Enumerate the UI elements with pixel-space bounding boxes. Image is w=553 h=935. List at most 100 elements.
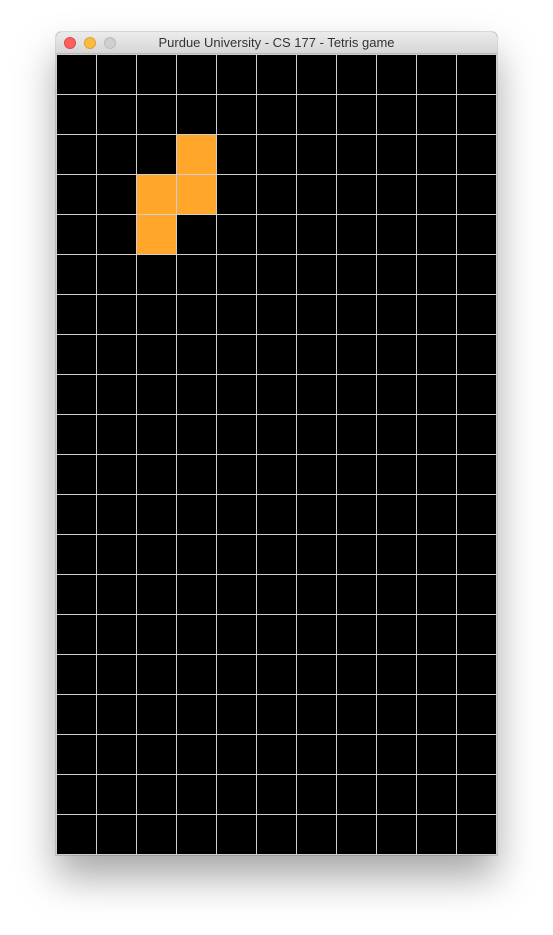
board-cell xyxy=(296,654,337,695)
board-cell xyxy=(296,494,337,535)
board-cell xyxy=(136,614,177,655)
board-cell xyxy=(136,574,177,615)
board-cell xyxy=(96,454,137,495)
board-cell xyxy=(456,254,497,295)
board-cell xyxy=(416,134,457,175)
board-cell xyxy=(456,174,497,215)
close-button[interactable] xyxy=(64,37,76,49)
board-cell xyxy=(256,814,297,855)
board-cell xyxy=(336,774,377,815)
board-cell xyxy=(96,654,137,695)
board-cell xyxy=(416,494,457,535)
board-cell xyxy=(416,454,457,495)
board-cell xyxy=(256,414,297,455)
board-cell xyxy=(56,694,97,735)
board-cell xyxy=(216,734,257,775)
board-cell xyxy=(216,494,257,535)
board-cell xyxy=(56,734,97,775)
board-cell xyxy=(296,54,337,95)
board-cell xyxy=(336,374,377,415)
board-cell xyxy=(176,774,217,815)
board-cell xyxy=(376,214,417,255)
board-cell xyxy=(296,414,337,455)
board-cell xyxy=(56,214,97,255)
board-cell xyxy=(256,534,297,575)
board-cell xyxy=(176,414,217,455)
board-cell xyxy=(216,614,257,655)
board-cell xyxy=(96,214,137,255)
board-cell xyxy=(296,734,337,775)
board-cell xyxy=(136,534,177,575)
board-cell xyxy=(256,614,297,655)
board-cell xyxy=(456,614,497,655)
board-cell xyxy=(336,414,377,455)
zoom-button[interactable] xyxy=(104,37,116,49)
board-cell xyxy=(456,734,497,775)
board-cell xyxy=(216,54,257,95)
board-cell xyxy=(176,294,217,335)
board-cell xyxy=(376,254,417,295)
board-cell xyxy=(256,734,297,775)
board-cell xyxy=(216,94,257,135)
board-cell xyxy=(336,454,377,495)
board-cell xyxy=(376,494,417,535)
tetromino-block xyxy=(176,174,217,215)
board-cell xyxy=(136,734,177,775)
board-cell xyxy=(456,414,497,455)
board-cell xyxy=(136,454,177,495)
board-cell xyxy=(96,294,137,335)
board-cell xyxy=(416,334,457,375)
board-cell xyxy=(296,294,337,335)
board-cell xyxy=(456,694,497,735)
board-cell xyxy=(376,54,417,95)
board-cell xyxy=(256,694,297,735)
board-cell xyxy=(256,774,297,815)
board-cell xyxy=(336,534,377,575)
title-bar[interactable]: Purdue University - CS 177 - Tetris game xyxy=(56,32,497,54)
board-cell xyxy=(336,94,377,135)
board-cell xyxy=(336,174,377,215)
board-cell xyxy=(416,174,457,215)
board-cell xyxy=(216,654,257,695)
board-cell xyxy=(416,814,457,855)
minimize-button[interactable] xyxy=(84,37,96,49)
board-cell xyxy=(136,334,177,375)
board-cell xyxy=(96,254,137,295)
board-cell xyxy=(336,734,377,775)
board-cell xyxy=(136,814,177,855)
board-cell xyxy=(96,94,137,135)
board-cell xyxy=(176,54,217,95)
board-cell xyxy=(216,814,257,855)
board-cell xyxy=(56,334,97,375)
board-cell xyxy=(136,414,177,455)
board-cell xyxy=(456,54,497,95)
board-cell xyxy=(176,254,217,295)
board-cell xyxy=(96,694,137,735)
board-cell xyxy=(336,294,377,335)
board-cell xyxy=(96,814,137,855)
board-cell xyxy=(376,294,417,335)
board-cell xyxy=(176,94,217,135)
board-cell xyxy=(136,654,177,695)
board-cell xyxy=(416,54,457,95)
board-cell xyxy=(376,94,417,135)
board-cell xyxy=(176,534,217,575)
board-cell xyxy=(96,54,137,95)
board-cell xyxy=(416,774,457,815)
board-cell xyxy=(176,654,217,695)
board-cell xyxy=(136,694,177,735)
board-cell xyxy=(456,814,497,855)
board-cell xyxy=(96,134,137,175)
board-cell xyxy=(56,254,97,295)
board-cell xyxy=(336,134,377,175)
board-cell xyxy=(376,534,417,575)
board-cell xyxy=(336,334,377,375)
board-cell xyxy=(176,334,217,375)
board-cell xyxy=(96,334,137,375)
board-cell xyxy=(136,254,177,295)
tetromino-block xyxy=(136,174,177,215)
board-cell xyxy=(296,254,337,295)
board-cell xyxy=(256,294,297,335)
board-cell xyxy=(416,214,457,255)
board-cell xyxy=(416,94,457,135)
